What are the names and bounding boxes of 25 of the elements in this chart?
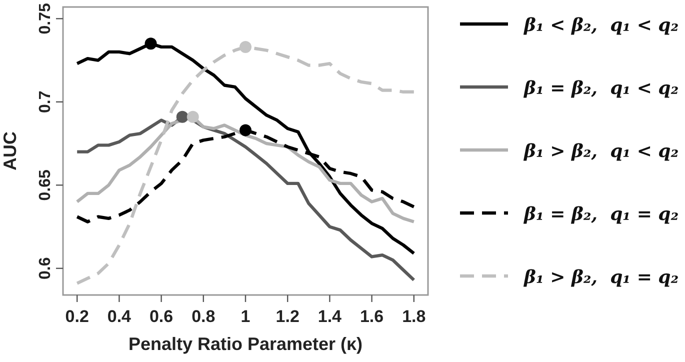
x-tick-label: 1.6 bbox=[360, 307, 384, 326]
y-axis-title: AUC bbox=[0, 132, 20, 170]
x-axis-title: Penalty Ratio Parameter (κ) bbox=[128, 334, 363, 354]
y-tick-label: 0.7 bbox=[37, 90, 54, 114]
point bbox=[186, 110, 199, 123]
legend-label: β₁ > β₂, q₁ < q₂ bbox=[523, 141, 679, 162]
x-tick-label: 0.2 bbox=[65, 307, 89, 326]
y-tick-label: 0.65 bbox=[37, 169, 54, 201]
x-tick-label: 1.2 bbox=[276, 307, 300, 326]
x-tick-label: 1 bbox=[240, 307, 250, 326]
x-tick-label: 0.8 bbox=[192, 307, 216, 326]
legend-label: β₁ = β₂, q₁ < q₂ bbox=[523, 78, 679, 99]
x-tick-label: 1.8 bbox=[402, 307, 426, 326]
legend-label: β₁ > β₂, q₁ = q₂ bbox=[523, 267, 679, 288]
point bbox=[176, 110, 188, 123]
legend-label: β₁ < β₂, q₁ < q₂ bbox=[523, 15, 679, 36]
point bbox=[240, 124, 252, 136]
x-tick-label: 0.4 bbox=[107, 307, 132, 326]
y-tick-label: 0.6 bbox=[37, 257, 54, 280]
x-tick-label: 1.4 bbox=[318, 307, 342, 326]
legend-label: β₁ = β₂, q₁ = q₂ bbox=[523, 204, 679, 225]
x-tick-label: 0.6 bbox=[149, 307, 174, 326]
y-tick-label: 0.75 bbox=[37, 2, 54, 34]
point bbox=[240, 40, 252, 53]
point bbox=[144, 38, 157, 50]
